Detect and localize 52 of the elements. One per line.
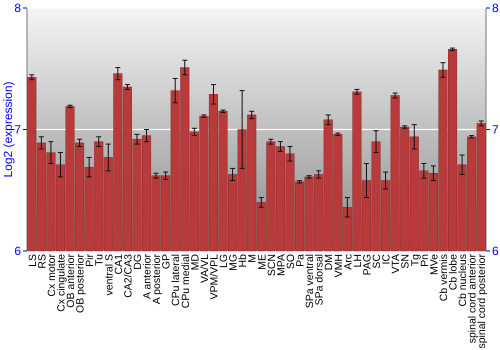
x-tick-label: Tg	[409, 254, 422, 266]
x-tick-label: spinal cord posterior	[476, 253, 488, 349]
x-tick-label: spinal cord anterior	[466, 253, 479, 344]
x-tick-label: ME	[256, 254, 268, 270]
x-tick-label: Cx cingulate	[55, 254, 68, 312]
x-tick-label: SO	[284, 254, 297, 270]
x-tick-label: SC	[371, 254, 384, 269]
x-tick-label: LG	[218, 254, 230, 268]
x-tick-label: RS	[36, 254, 48, 269]
x-tick-label: Tu	[94, 254, 106, 266]
x-tick-label: MD	[189, 254, 202, 270]
x-tick-label: VMH	[332, 254, 345, 278]
x-tick-label: IC	[380, 254, 393, 264]
y-tick-label: 6	[14, 244, 22, 258]
x-tick-label: M	[246, 254, 259, 263]
x-tick-label: OB posterior	[74, 254, 87, 313]
x-tick-label: VA/VL	[198, 254, 211, 283]
x-tick-label: SPa dorsal	[314, 254, 326, 306]
x-tick-label: CA2/CA3	[122, 254, 134, 298]
x-tick-label: Pir	[84, 254, 96, 267]
x-tick-label: LH	[352, 254, 364, 268]
x-tick-label: PAG	[361, 254, 374, 276]
y-axis-title: Log2 (expression)	[1, 81, 15, 178]
x-tick-label: CPu medial	[180, 254, 192, 308]
x-tick-label: Hb	[237, 254, 250, 268]
x-tick-label: SCN	[266, 254, 278, 276]
x-tick-label: CA1	[112, 254, 125, 274]
x-tick-label: DG	[132, 254, 144, 270]
x-tick-label: ventral S	[103, 254, 116, 296]
y2-tick-label: 7	[492, 122, 499, 137]
x-tick-label: Cb vermis	[438, 254, 450, 302]
x-tick-label: CPu lateral	[170, 254, 182, 306]
y2-tick-label: 8	[492, 1, 499, 16]
y2-tick-label: 6	[492, 244, 499, 258]
x-tick-label: DM	[323, 254, 336, 270]
x-tick-label: SN	[400, 254, 412, 269]
x-tick-label: A anterior	[142, 254, 154, 299]
x-tick-label: A posterior	[151, 254, 164, 304]
x-tick-label: Cx motor	[46, 254, 58, 297]
x-tick-label: VPM/VPL	[208, 254, 220, 300]
x-tick-label: GP	[160, 254, 173, 270]
x-tick-label: MVe	[428, 254, 440, 276]
x-tick-label: MPA	[275, 254, 288, 276]
x-tick-label: OB anterior	[65, 254, 78, 308]
y-tick-label: 8	[14, 1, 22, 16]
x-tick-label: Arc	[342, 254, 354, 270]
x-tick-label: Cb nucleus	[457, 254, 470, 307]
x-tick-label: LS	[26, 254, 39, 267]
x-tick-label: Cb lobe	[448, 254, 460, 290]
y-tick-label: 7	[14, 122, 22, 137]
x-tick-label: Pa	[294, 254, 307, 267]
x-tick-label: VTA	[390, 254, 402, 274]
